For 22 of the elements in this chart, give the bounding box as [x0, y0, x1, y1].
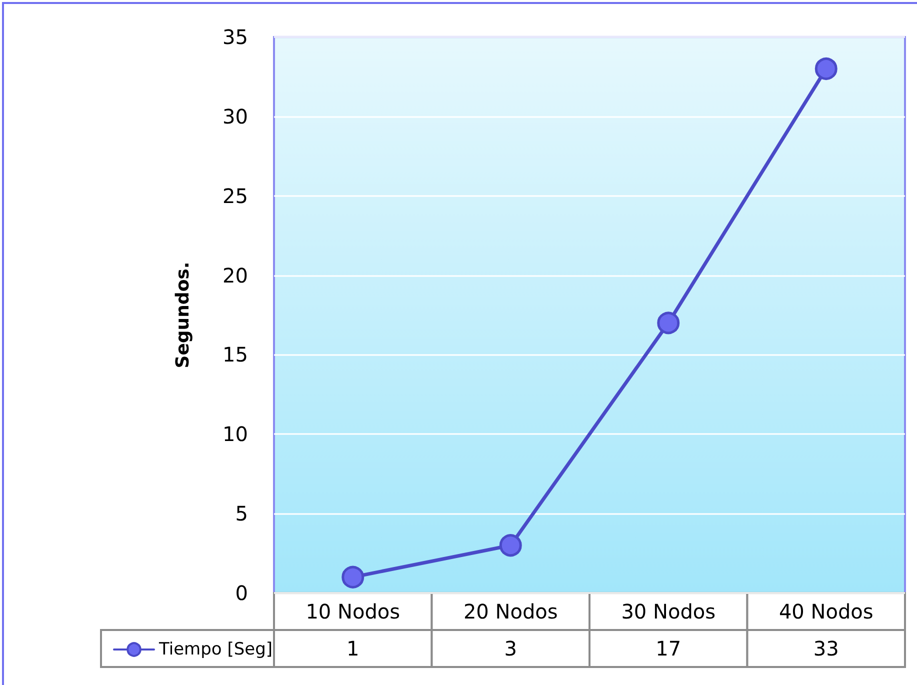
- y-axis-title: Segundos.: [172, 262, 194, 368]
- point: [657, 312, 680, 334]
- legend-label: Tiempo [Seg]: [158, 640, 273, 660]
- data-label: 33: [813, 636, 839, 660]
- x-tick-label: 10 Nodos: [306, 600, 400, 624]
- y-tick-label: 25: [222, 184, 248, 208]
- x-tick-label: 30 Nodos: [621, 600, 716, 624]
- y-tick-label: 30: [222, 104, 248, 128]
- y-tick-label: 35: [222, 25, 248, 49]
- data-label: 3: [504, 636, 517, 660]
- y-tick-label: 0: [235, 581, 248, 605]
- point: [814, 58, 838, 80]
- y-tick-label: 20: [222, 263, 248, 288]
- data-label: 1: [346, 636, 360, 660]
- x-tick-label: 40 Nodos: [778, 600, 874, 624]
- y-tick-label: 15: [222, 342, 248, 367]
- x-tick-label: 20 Nodos: [463, 600, 558, 624]
- point: [499, 534, 522, 557]
- point: [342, 566, 364, 588]
- data-label: 17: [656, 636, 682, 660]
- y-tick-label: 5: [235, 502, 248, 526]
- y-tick-label: 10: [222, 422, 248, 446]
